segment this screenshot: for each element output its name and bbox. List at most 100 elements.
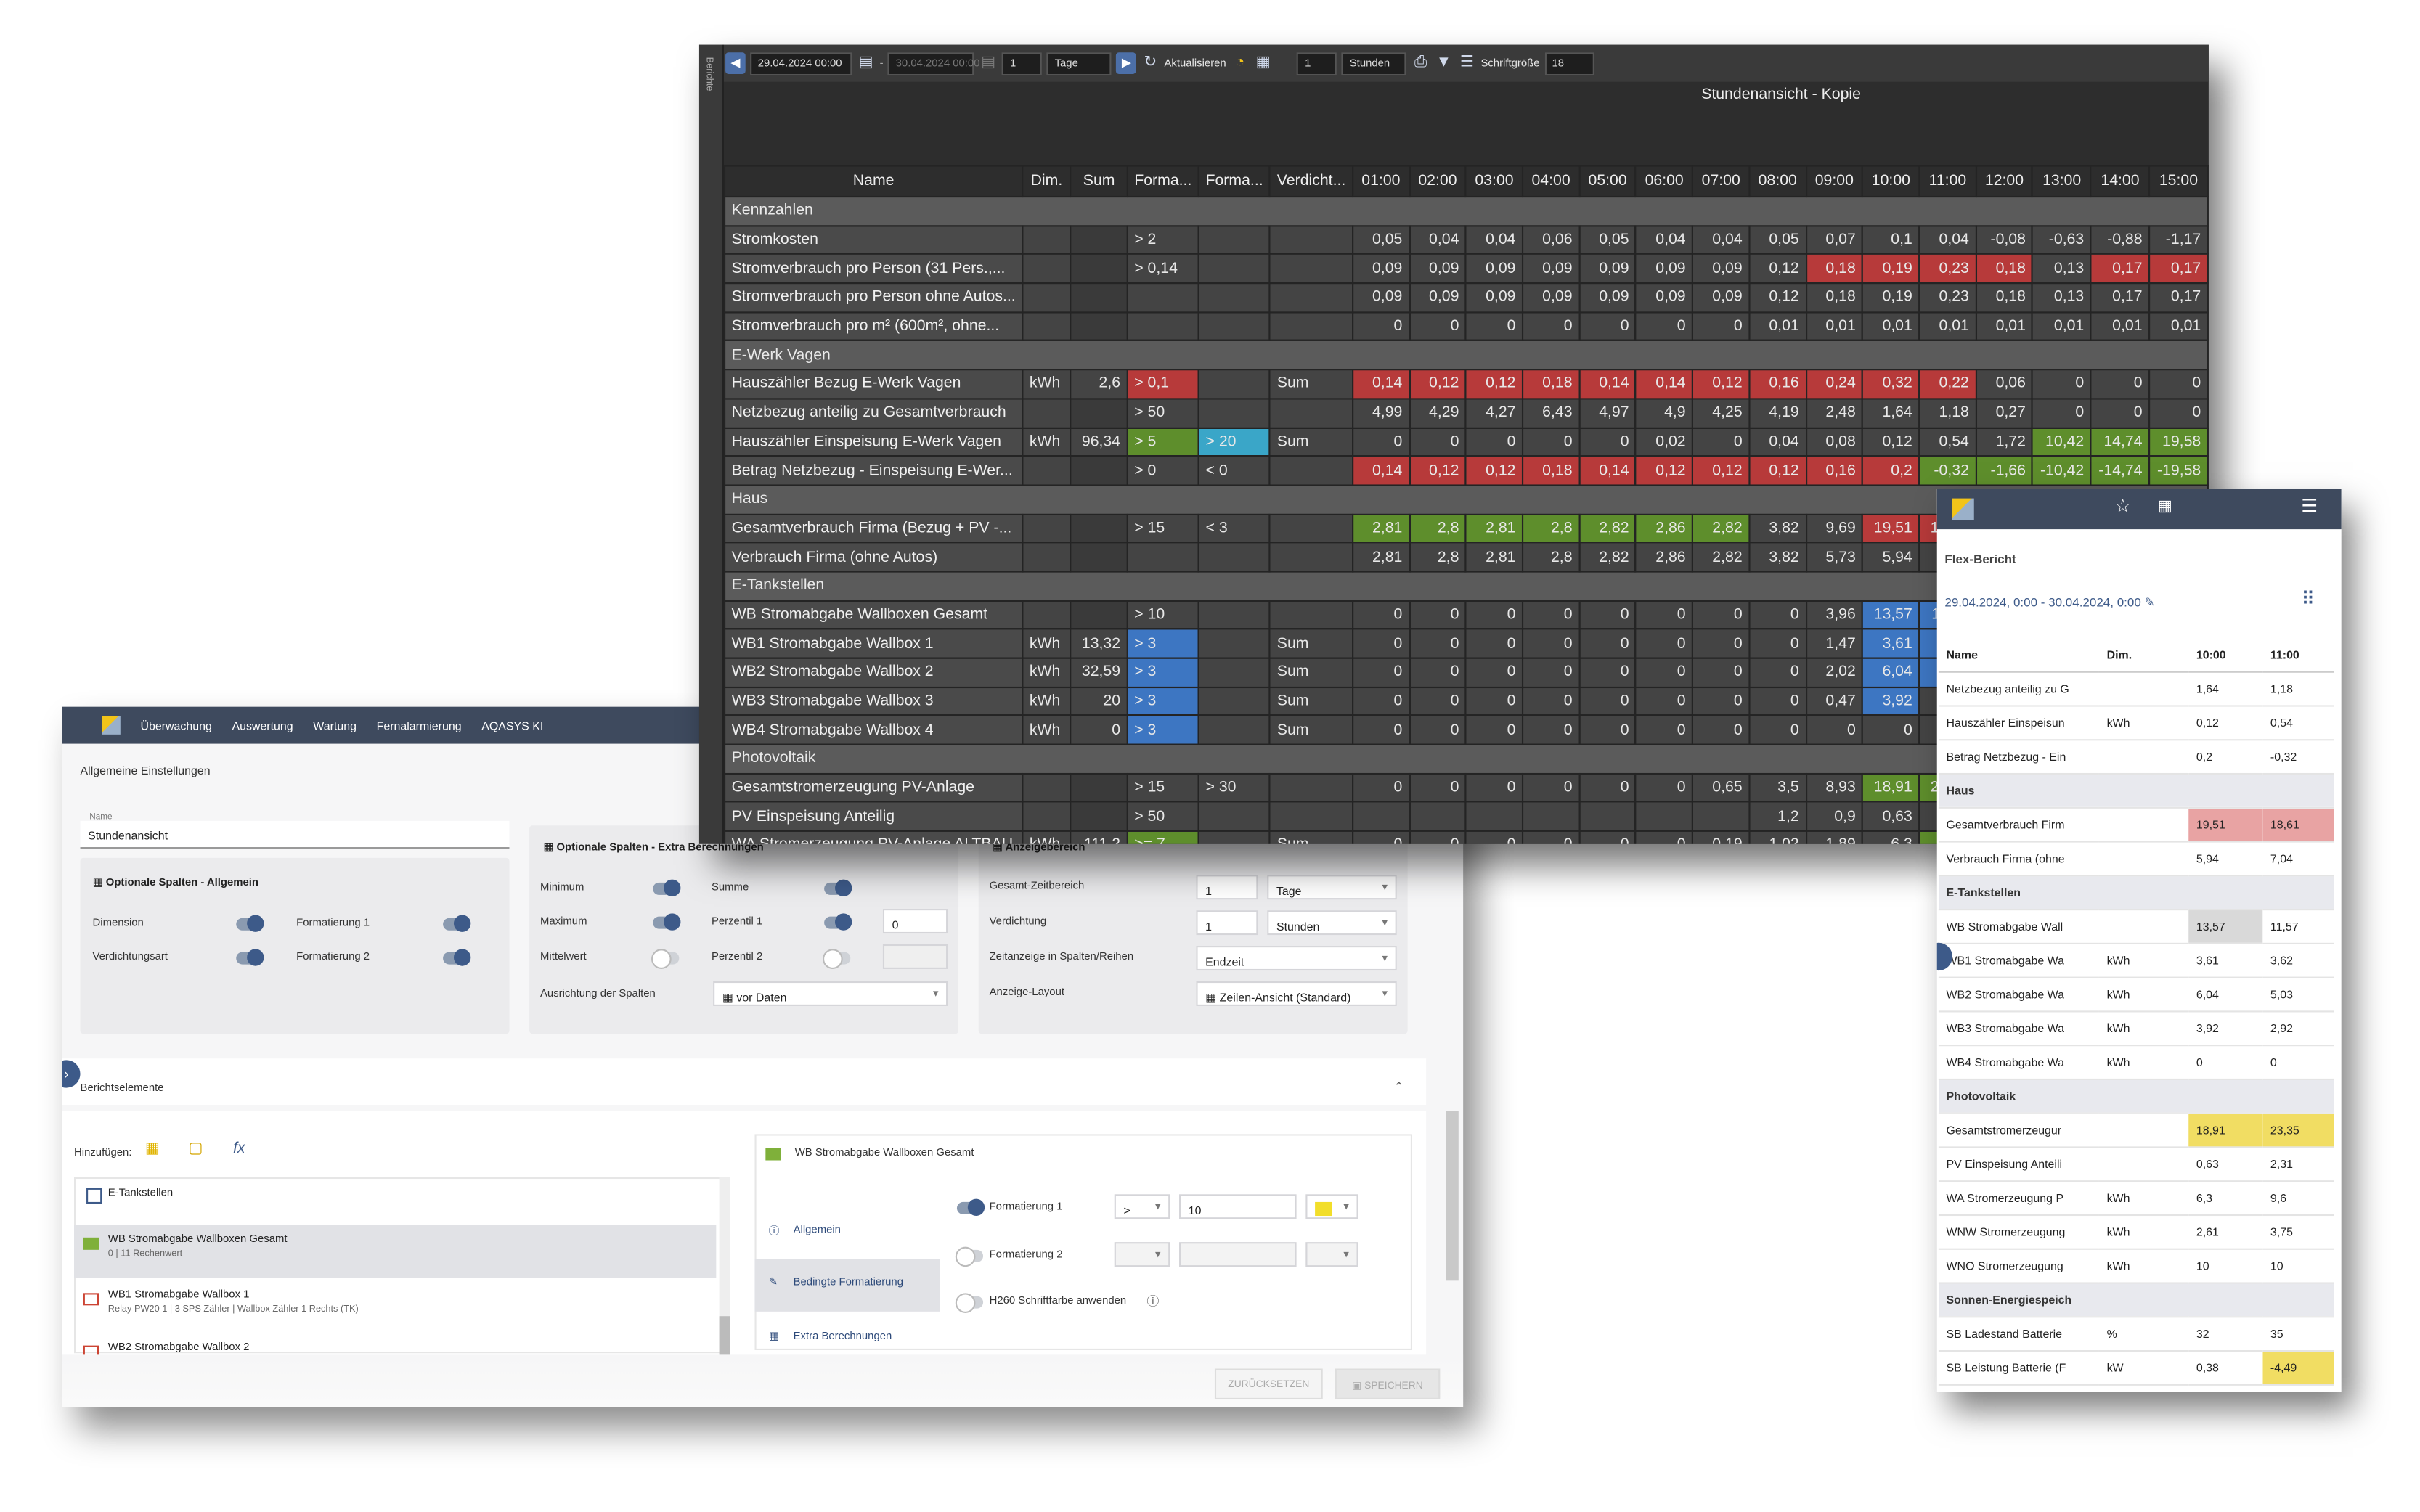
format2-operator-select[interactable] [1114, 1242, 1170, 1267]
grid-menu-icon[interactable]: ⠿ [2301, 587, 2315, 610]
list-item[interactable]: E-Tankstellen [74, 1179, 716, 1231]
grid-header-cell[interactable]: 03:00 [1464, 165, 1524, 198]
page-scrollbar[interactable] [1446, 1111, 1459, 1281]
gesamt-zeitbereich-input[interactable]: 1 [1196, 875, 1258, 900]
mobile-row[interactable]: WB4 Stromabgabe Wa kWh 0 0 [1938, 1045, 2334, 1079]
list-item[interactable]: WB Stromabgabe Wallboxen Gesamt 0 | 11 Re… [74, 1225, 717, 1278]
grid-header-cell[interactable]: 13:00 [2032, 165, 2092, 198]
tab-bedingte-formatierung[interactable]: ✎ Bedingte Formatierung [754, 1259, 940, 1312]
skip-back-icon[interactable]: ◀ [725, 52, 746, 75]
mobile-category-row[interactable]: Haus [1938, 772, 2334, 808]
table-row[interactable]: WA Stromerzeugung PV-Anlage ALTBAUkWh111… [723, 830, 2209, 844]
clock-icon[interactable]: ◔ [1235, 54, 1245, 71]
toggle-minimum[interactable] [653, 879, 681, 897]
reports-sidebar[interactable]: Berichte [698, 44, 724, 844]
mobile-header-cell[interactable]: Name [1938, 640, 2099, 672]
format1-operator-select[interactable]: > [1114, 1194, 1170, 1219]
add-element-icon[interactable]: ▢ [188, 1140, 203, 1158]
format2-color-picker[interactable] [1305, 1242, 1358, 1267]
table-row[interactable]: Stromverbrauch pro Person ohne Autos... 0… [723, 282, 2209, 313]
mobile-header-cell[interactable]: 11:00 [2262, 640, 2334, 672]
calendar-icon[interactable]: ▤ [858, 54, 873, 71]
reset-button[interactable]: ZURÜCKSETZEN [1214, 1368, 1323, 1400]
table-row[interactable]: Betrag Netzbezug - Einspeisung E-Wer... >… [723, 455, 2209, 486]
mobile-row[interactable]: WB1 Stromabgabe Wa kWh 3,61 3,62 [1938, 942, 2334, 978]
grid-header-cell[interactable]: 10:00 [1862, 165, 1920, 198]
grid-header-cell[interactable]: Name [723, 165, 1024, 198]
skip-forward-icon[interactable]: ▶ [1116, 52, 1137, 75]
grid-header-cell[interactable]: 05:00 [1578, 165, 1637, 198]
grid-header-cell[interactable]: Sum [1070, 165, 1128, 198]
table-row[interactable]: Hauszähler Bezug E-Werk Vagen kWh 2,6 > 0,1… [723, 369, 2209, 400]
mobile-row[interactable]: SB Leistung Batterie (F kW 0,38 -4,49 [1938, 1349, 2334, 1385]
berichtselemente-header[interactable] [62, 1058, 1427, 1106]
toggle-verdichtungsart[interactable] [236, 949, 264, 966]
list-icon[interactable]: ☰ [1459, 54, 1474, 71]
list-item[interactable]: WB1 Stromabgabe Wallbox 1 Relay PW20 1 | … [74, 1280, 716, 1333]
app-logo-icon[interactable] [1952, 498, 1974, 520]
mobile-header-cell[interactable]: Dim. [2098, 640, 2189, 672]
mobile-row[interactable]: PV Einspeisung Anteili 0,63 2,31 [1938, 1146, 2334, 1182]
app-logo-icon[interactable] [102, 716, 121, 735]
refresh-label[interactable]: Aktualisieren [1164, 57, 1226, 69]
info-icon[interactable]: ⓘ [1146, 1294, 1160, 1309]
mobile-row[interactable]: WB2 Stromabgabe Wa kWh 6,04 5,03 [1938, 976, 2334, 1012]
mobile-row[interactable]: Gesamtstromerzeugur 18,91 23,35 [1938, 1112, 2334, 1148]
qr-code-icon[interactable]: ▦ [2157, 498, 2172, 515]
grid-header-cell[interactable]: 11:00 [1918, 165, 1977, 198]
table-row[interactable]: Stromverbrauch pro Person (31 Pers.,... >… [723, 253, 2209, 285]
mobile-row[interactable]: Hauszähler Einspeisun kWh 0,12 0,54 [1938, 705, 2334, 740]
range-unit-select[interactable]: Tage [1046, 52, 1112, 75]
mobile-category-row[interactable]: Sonnen-Energiespeich [1938, 1282, 2334, 1317]
grid-header-cell[interactable]: Forma... [1197, 165, 1271, 198]
toggle-formatierung1[interactable] [443, 915, 471, 932]
compression-unit-select[interactable]: Stunden [1342, 52, 1407, 75]
format1-value-input[interactable]: 10 [1179, 1194, 1297, 1219]
mobile-row[interactable]: SB Ladestand Batterie% 32 35 [1938, 1316, 2334, 1352]
refresh-icon[interactable]: ↻ [1144, 54, 1157, 71]
mobile-row[interactable]: WB3 Stromabgabe Wa kWh 3,92 2,92 [1938, 1010, 2334, 1046]
category-row[interactable]: E-Werk Vagen [723, 340, 2209, 371]
mobile-row[interactable]: WNO Stromerzeugung kWh 10 10 [1938, 1248, 2334, 1283]
anzeige-layout-select[interactable]: ▦ Zeilen-Ansicht (Standard) [1196, 981, 1397, 1006]
calendar-icon[interactable]: ▤ [981, 54, 996, 71]
table-row[interactable]: Stromverbrauch pro m² (600m², ohne... 0 0 0… [723, 311, 2209, 342]
expand-handle-icon[interactable] [1936, 942, 1953, 971]
grid-header-cell[interactable]: 02:00 [1408, 165, 1467, 198]
toggle-perzentil2[interactable] [822, 949, 851, 969]
toggle-format2[interactable] [955, 1246, 984, 1267]
mobile-row[interactable]: Betrag Netzbezug - Ein 0,2 -0,32 [1938, 739, 2334, 775]
to-date-input[interactable]: 30.04.2024 00:00 [888, 52, 979, 75]
fontsize-select[interactable]: 18 [1544, 52, 1594, 75]
grid-header-cell[interactable]: 06:00 [1635, 165, 1694, 198]
gesamt-zeitbereich-unit-select[interactable]: Tage [1267, 875, 1397, 900]
grid-header-cell[interactable]: 15:00 [2148, 165, 2209, 198]
mobile-category-row[interactable]: E-Tankstellen [1938, 875, 2334, 910]
zeitanzeige-select[interactable]: Endzeit [1196, 946, 1397, 971]
toggle-h260[interactable] [955, 1293, 984, 1313]
ausrichtung-select[interactable]: ▦ vor Daten [713, 981, 948, 1006]
perzentil1-input[interactable]: 0 [882, 909, 948, 934]
save-button[interactable]: ▣ SPEICHERN [1335, 1368, 1441, 1400]
add-chart-icon[interactable]: ▦ [144, 1140, 160, 1158]
mobile-header-cell[interactable]: 10:00 [2188, 640, 2263, 672]
toggle-dimension[interactable] [236, 915, 264, 932]
grid-header-cell[interactable]: Forma... [1126, 165, 1200, 198]
mobile-category-row[interactable]: Photovoltaik [1938, 1078, 2334, 1113]
calendar-dropdown-icon[interactable]: ▦ [1255, 54, 1271, 71]
grid-header-cell[interactable]: 04:00 [1521, 165, 1581, 198]
table-row[interactable]: Hauszähler Einspeisung E-Werk Vagen kWh 96… [723, 426, 2209, 457]
table-row[interactable]: Stromkosten > 2 0,05 0,04 0,04 0,06 0,05 0,04 0,… [723, 224, 2209, 256]
nav-fernalarmierung[interactable]: Fernalarmierung [376, 718, 462, 732]
filter-icon[interactable]: ▼ [1435, 54, 1451, 71]
toggle-formatierung2[interactable] [443, 949, 471, 966]
from-date-input[interactable]: 29.04.2024 00:00 [750, 52, 852, 75]
toggle-summe[interactable] [824, 879, 852, 897]
nav-aqasys-ki[interactable]: AQASYS KI [481, 718, 544, 732]
grid-header-cell[interactable]: 07:00 [1692, 165, 1751, 198]
toggle-perzentil1[interactable] [824, 913, 852, 931]
toggle-mittelwert[interactable] [651, 949, 680, 969]
toggle-format1[interactable] [956, 1198, 985, 1217]
mobile-row[interactable]: WB Stromabgabe Wall 13,57 11,57 [1938, 909, 2334, 944]
